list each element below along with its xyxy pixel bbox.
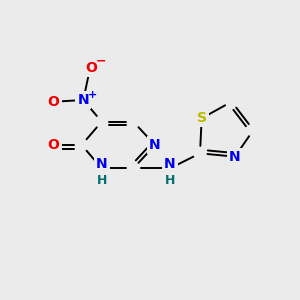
Text: N: N: [164, 157, 176, 171]
Text: N: N: [96, 157, 107, 171]
Text: S: S: [197, 111, 207, 125]
Text: O: O: [48, 95, 59, 109]
Text: +: +: [88, 90, 98, 100]
Text: O: O: [48, 138, 59, 152]
Text: H: H: [165, 174, 175, 188]
Text: N: N: [149, 138, 161, 152]
Text: O: O: [85, 61, 98, 75]
Text: H: H: [97, 174, 107, 188]
Text: N: N: [229, 150, 241, 164]
Text: −: −: [96, 54, 107, 67]
Text: N: N: [77, 93, 89, 107]
